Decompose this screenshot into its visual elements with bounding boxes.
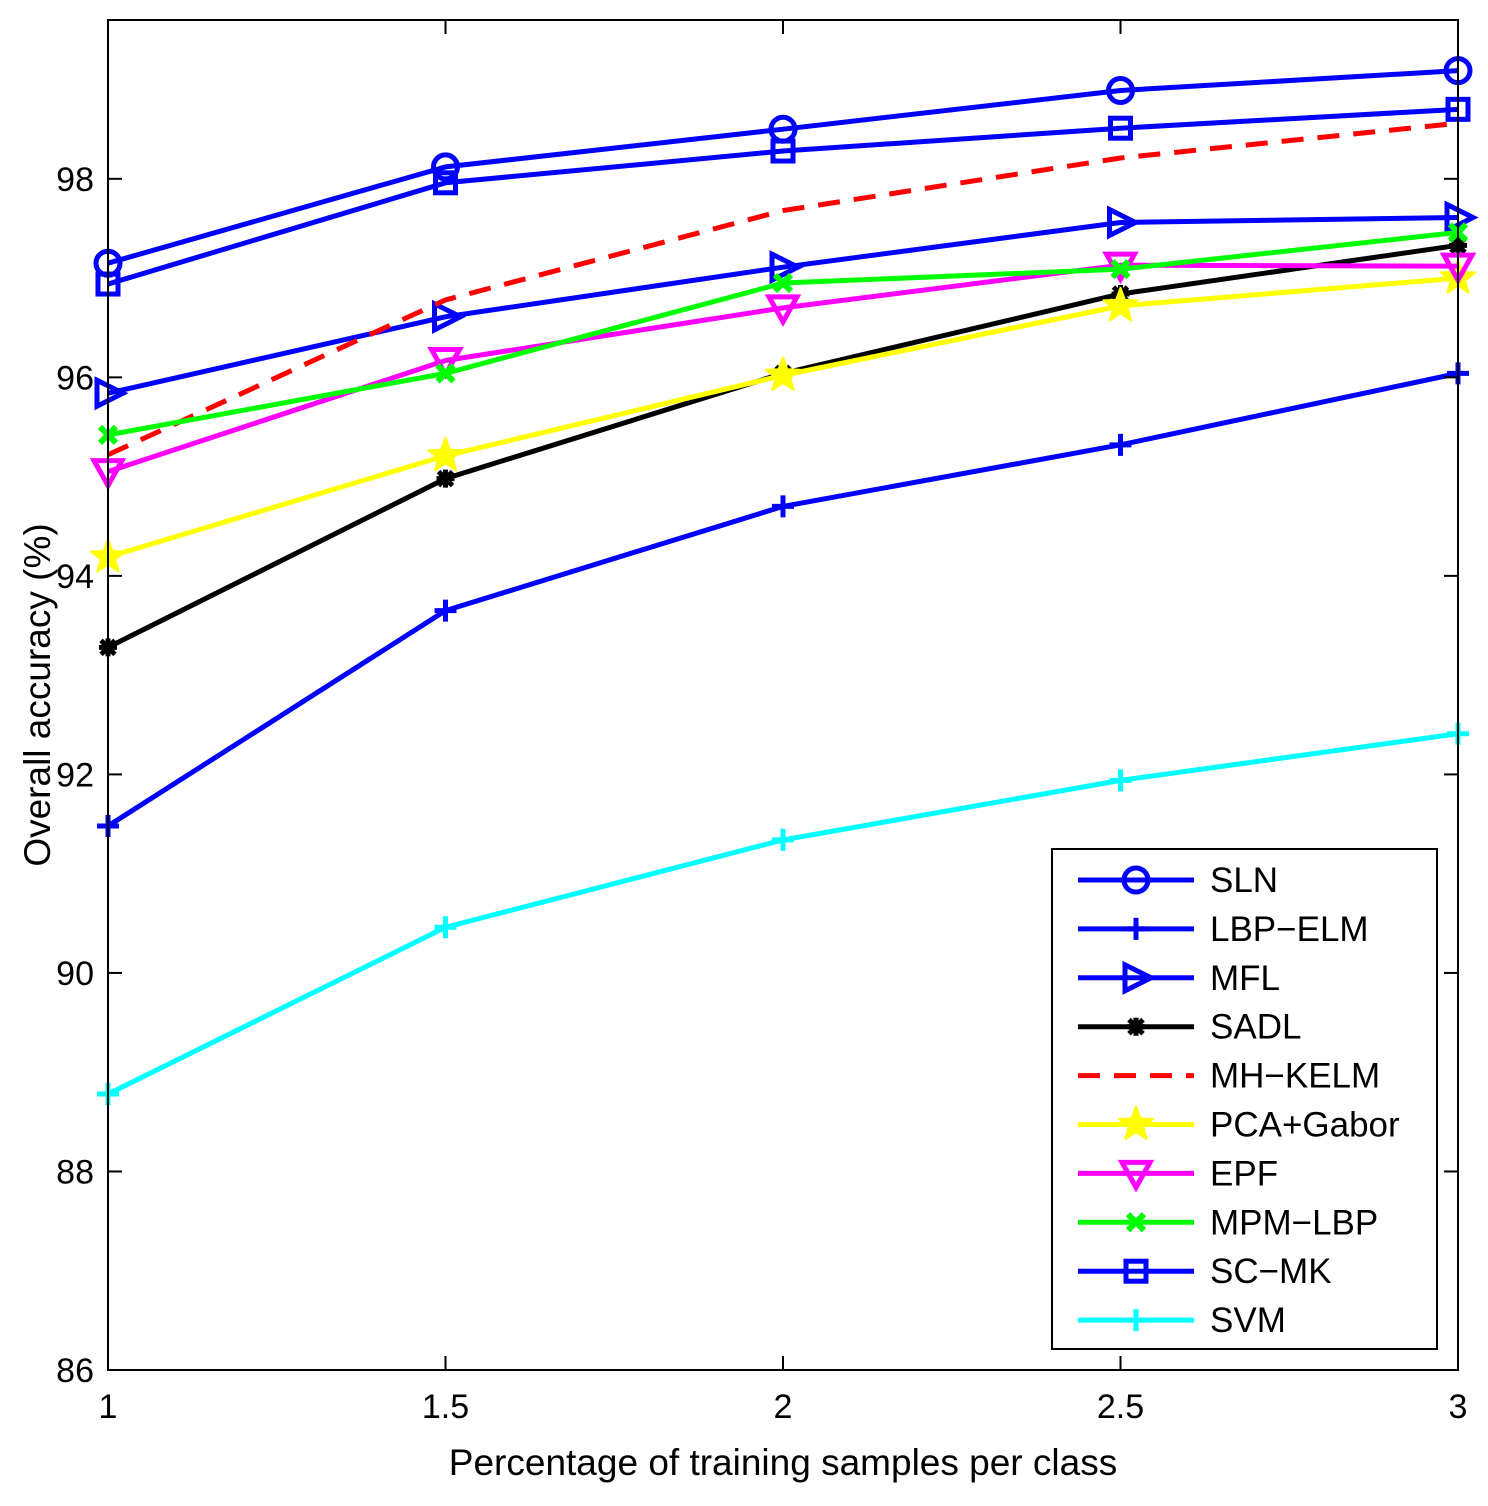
legend-item: SADL — [1078, 1008, 1301, 1047]
y-axis-label: Overall accuracy (%) — [17, 523, 58, 866]
data-point — [431, 152, 460, 182]
data-point — [427, 436, 464, 472]
legend-item: MFL — [1078, 959, 1280, 998]
legend-items: SLN LBP−ELM MFL SADL MH−KELM PCA+Gabor EPF MPM−… — [1078, 861, 1400, 1340]
data-point — [1106, 75, 1135, 105]
legend-marker — [1122, 960, 1157, 995]
data-point — [1102, 286, 1139, 322]
data-point — [1108, 115, 1133, 141]
legend-label: LBP−ELM — [1210, 910, 1369, 949]
data-point — [764, 294, 802, 327]
legend-label: SADL — [1210, 1008, 1301, 1047]
series-line — [107, 68, 1459, 266]
y-tick-label: 94 — [56, 558, 94, 596]
x-tick-label: 1.5 — [422, 1388, 469, 1426]
series-line — [107, 262, 1459, 475]
data-point — [1444, 200, 1479, 235]
y-tick-label: 92 — [56, 756, 94, 794]
legend-marker — [1123, 1258, 1149, 1284]
legend-marker — [1125, 1212, 1147, 1233]
legend-label: PCA+Gabor — [1210, 1106, 1400, 1145]
legend-label: EPF — [1210, 1154, 1278, 1193]
series-line — [107, 106, 1459, 287]
legend-item: SVM — [1078, 1301, 1286, 1340]
legend-label: MFL — [1210, 959, 1280, 998]
data-point — [434, 599, 457, 622]
data-point — [772, 828, 794, 851]
legend-marker — [1117, 1159, 1155, 1193]
x-tick-label: 1 — [99, 1388, 118, 1426]
legend-label: MH−KELM — [1210, 1057, 1380, 1096]
x-tick-label: 2 — [774, 1388, 793, 1426]
y-tick-label: 88 — [56, 1153, 94, 1191]
series-7 — [97, 222, 1469, 446]
series-layer — [89, 56, 1479, 1106]
y-tick-label: 90 — [56, 955, 94, 993]
data-point — [432, 299, 467, 334]
legend-marker — [1125, 1309, 1147, 1332]
data-point — [772, 495, 794, 518]
x-tick-label: 2.5 — [1097, 1388, 1144, 1426]
legend-marker — [1121, 865, 1151, 895]
legend-item: EPF — [1078, 1154, 1278, 1193]
legend-item: SLN — [1078, 861, 1278, 900]
legend-marker — [1125, 917, 1147, 940]
series-line — [106, 120, 1459, 458]
data-point — [427, 346, 464, 380]
series-line — [107, 215, 1459, 396]
legend-item: MPM−LBP — [1078, 1203, 1378, 1242]
axes-layer: 1 1.5 2 2.5 3 86 88 90 92 94 96 98 — [56, 19, 1468, 1426]
legend-item: MH−KELM — [1078, 1057, 1380, 1096]
data-point — [433, 170, 458, 196]
y-tick-label: 86 — [56, 1352, 94, 1390]
data-point — [1107, 205, 1142, 240]
legend-item: SC−MK — [1078, 1252, 1332, 1291]
legend-label: SVM — [1210, 1301, 1286, 1340]
legend-item: PCA+Gabor — [1078, 1105, 1400, 1145]
series-4 — [106, 120, 1459, 458]
legend-label: SLN — [1210, 861, 1278, 900]
legend: SLN LBP−ELM MFL SADL MH−KELM PCA+Gabor EPF MPM−… — [1051, 848, 1438, 1350]
legend-box — [1051, 848, 1438, 1350]
data-point — [764, 356, 802, 391]
x-axis-label: Percentage of training samples per class — [449, 1442, 1117, 1483]
data-point — [1110, 259, 1131, 280]
data-point — [1109, 433, 1132, 456]
legend-item: LBP−ELM — [1078, 910, 1369, 949]
data-point — [770, 138, 796, 164]
data-point — [769, 250, 804, 285]
series-2 — [94, 200, 1479, 411]
data-point — [435, 363, 456, 384]
data-point — [94, 376, 129, 411]
legend-marker — [1127, 1017, 1145, 1036]
data-point — [1109, 769, 1132, 792]
x-tick-label: 3 — [1449, 1388, 1468, 1426]
y-tick-label: 98 — [56, 161, 94, 199]
data-point — [434, 916, 457, 939]
legend-label: MPM−LBP — [1210, 1203, 1378, 1242]
legend-marker — [1117, 1105, 1155, 1141]
legend-label: SC−MK — [1210, 1252, 1332, 1291]
data-point — [436, 469, 455, 488]
data-point — [772, 272, 794, 294]
y-tick-label: 96 — [56, 359, 94, 397]
